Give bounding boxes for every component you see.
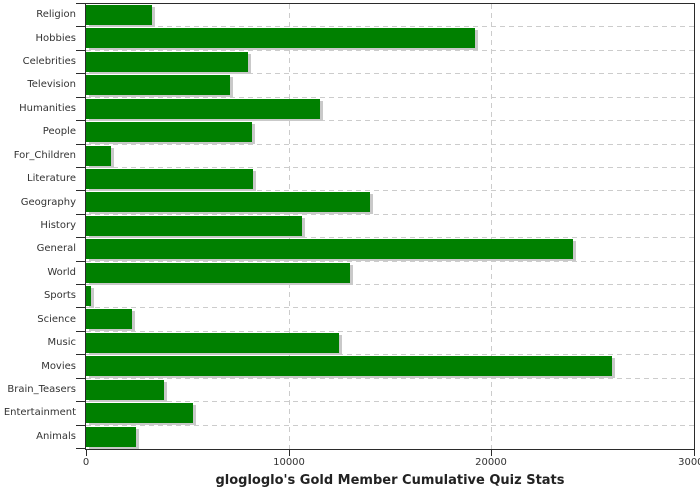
bar-row [86,74,694,99]
category-label: Brain_Teasers [7,383,76,395]
y-tick [76,97,85,98]
category-label: Music [47,337,76,349]
category-label: For_Children [13,149,76,161]
bar-row [86,402,694,427]
category-label: Sports [43,290,76,302]
y-tick [76,214,85,215]
bar-movies [86,356,613,377]
y-tick [76,50,85,51]
bar-for_children [86,145,111,166]
bar-row [86,4,694,28]
y-tick [76,167,85,168]
bar-row [86,262,694,286]
y-tick [76,73,85,74]
y-tick [76,448,85,449]
plot-inner [86,4,694,449]
category-label: Religion [36,9,76,21]
y-tick [76,425,85,426]
category-label: People [42,126,76,138]
x-tick-label: 0 [82,457,90,468]
plot-area [85,3,695,450]
bar-animals [86,426,137,447]
y-tick [76,144,85,145]
y-tick [76,120,85,121]
bar-entertainment [86,403,193,424]
bar-world [86,262,351,283]
bar-row [86,379,694,403]
bar-row [86,355,694,380]
category-label: Animals [36,430,76,442]
bar-row [86,51,694,75]
bar-television [86,75,230,96]
category-label: Humanities [19,102,76,114]
bar-people [86,122,252,143]
chart-title: glogloglo's Gold Member Cumulative Quiz … [215,473,565,488]
x-tick-label: 20000 [475,457,507,468]
bar-rows [86,4,694,449]
x-tick-label: 10000 [273,457,305,468]
x-tick [694,450,695,456]
category-label: Geography [20,196,76,208]
bar-row [86,215,694,239]
category-label: General [36,243,76,255]
bar-row [86,426,694,449]
bar-row [86,308,694,333]
category-label: History [40,219,76,231]
y-tick [76,3,85,4]
vertical-gridline [491,4,493,449]
category-label: World [47,266,76,278]
bar-row [86,238,694,263]
bar-brain_teasers [86,379,164,400]
category-label: Literature [27,173,76,185]
bar-science [86,309,132,330]
y-tick [76,237,85,238]
category-label: Entertainment [3,407,76,419]
bar-general [86,239,574,260]
category-label: Celebrities [22,56,76,68]
bar-literature [86,168,253,189]
bar-history [86,215,302,236]
bar-hobbies [86,28,476,49]
y-tick [76,378,85,379]
category-label: Hobbies [35,32,76,44]
y-tick [76,354,85,355]
category-label: Television [27,79,76,91]
y-tick [76,331,85,332]
bar-row [86,332,694,356]
bar-geography [86,192,370,213]
bar-row [86,191,694,216]
category-label: Science [37,313,76,325]
bar-music [86,332,340,353]
y-tick [76,401,85,402]
bar-row [86,27,694,52]
x-tick-label: 30000 [678,457,700,468]
bar-sports [86,286,92,307]
y-tick [76,190,85,191]
bar-religion [86,5,152,25]
bar-celebrities [86,51,248,72]
y-tick [76,261,85,262]
bar-row [86,145,694,169]
bar-row [86,98,694,122]
y-tick [76,26,85,27]
bar-row [86,168,694,192]
x-tick [86,450,87,456]
y-tick [76,284,85,285]
category-label: Movies [41,360,76,372]
bar-humanities [86,98,320,119]
x-tick [289,450,290,456]
bar-row [86,285,694,309]
x-tick [491,450,492,456]
bar-row [86,121,694,145]
y-tick [76,307,85,308]
